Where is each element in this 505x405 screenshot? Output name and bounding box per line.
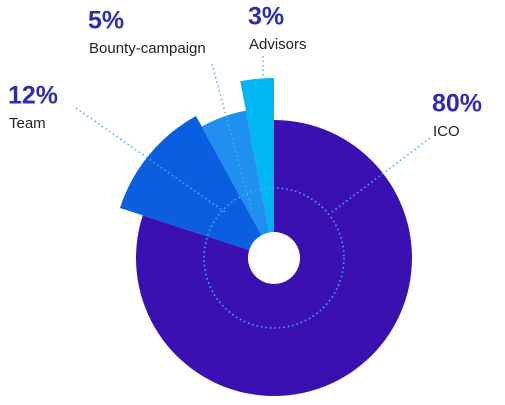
value-label: 80%	[432, 90, 482, 118]
value-label: 5%	[88, 7, 124, 35]
category-label: Advisors	[249, 36, 307, 53]
pie-slice	[201, 110, 270, 236]
value-label: 3%	[248, 3, 284, 31]
pie-slice	[135, 120, 412, 396]
slices	[119, 78, 412, 396]
category-label: Bounty-campaign	[89, 40, 206, 57]
leader-line	[211, 63, 253, 213]
labels: 80% ICO 12% Team 5% Bounty-campaign 3% Advisors	[8, 3, 482, 140]
value-label: 12%	[8, 82, 58, 110]
category-label: ICO	[433, 123, 460, 140]
pie-slice	[240, 78, 274, 233]
pie-slice	[119, 116, 262, 250]
leader-line	[75, 107, 226, 213]
guide-circle	[203, 187, 345, 329]
category-label: Team	[9, 115, 46, 132]
